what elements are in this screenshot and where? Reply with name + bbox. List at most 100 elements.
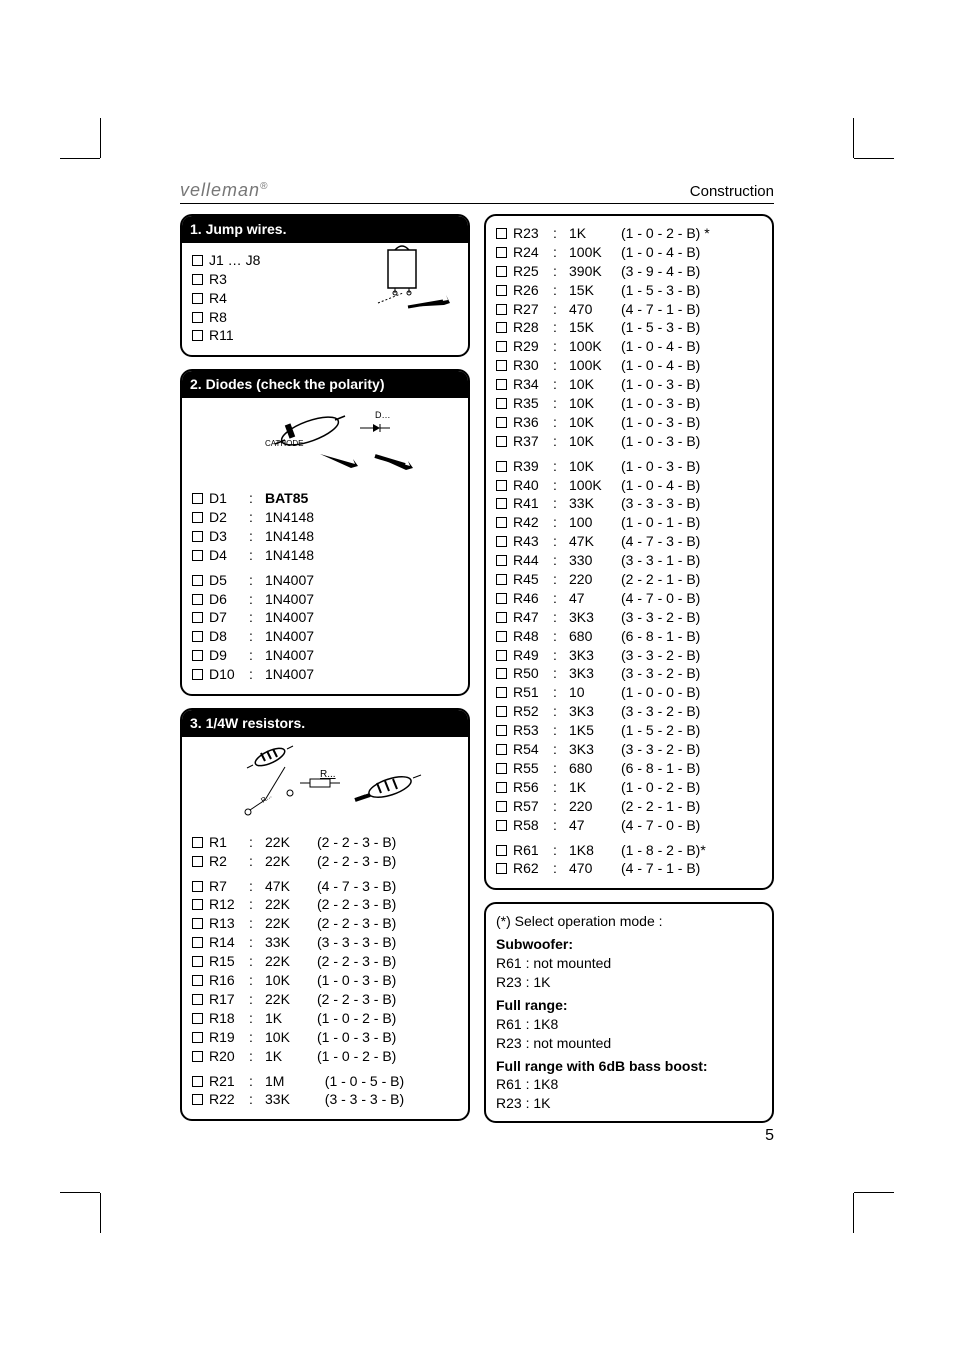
- item-ref: R18: [209, 1009, 243, 1028]
- list-item: R25:390K(3 - 9 - 4 - B): [496, 262, 762, 281]
- list-item: R39:10K(1 - 0 - 3 - B): [496, 457, 762, 476]
- checkbox-icon: [496, 845, 507, 856]
- checkbox-icon: [496, 820, 507, 831]
- checkbox-icon: [192, 856, 203, 867]
- item-ref: R45: [513, 570, 547, 589]
- item-value: 10K: [569, 413, 615, 432]
- item-ref: R17: [209, 990, 243, 1009]
- item-code: (2 - 2 - 3 - B): [317, 914, 396, 933]
- item-value: 22K: [265, 952, 311, 971]
- item-code: (1 - 8 - 2 - B)*: [621, 841, 706, 860]
- checkbox-icon: [192, 918, 203, 929]
- item-code: (4 - 7 - 3 - B): [317, 877, 396, 896]
- item-value: 3K3: [569, 740, 615, 759]
- list-item: R54:3K3(3 - 3 - 2 - B): [496, 740, 762, 759]
- item-ref: R27: [513, 300, 547, 319]
- item-code: (1 - 0 - 2 - B): [621, 778, 700, 797]
- checkbox-icon: [192, 881, 203, 892]
- item-ref: R57: [513, 797, 547, 816]
- item-value: 1N4007: [265, 665, 314, 684]
- item-ref: R44: [513, 551, 547, 570]
- item-ref: R62: [513, 859, 547, 878]
- item-value: 1K8: [569, 841, 615, 860]
- list-item: D10:1N4007: [192, 665, 458, 684]
- list-item: R1:22K(2 - 2 - 3 - B): [192, 833, 458, 852]
- resistor-illustration: R... R...: [192, 745, 458, 825]
- item-ref: R47: [513, 608, 547, 627]
- checkbox-icon: [192, 1094, 203, 1105]
- item-value: 1K: [569, 224, 615, 243]
- item-value: 1K: [265, 1009, 311, 1028]
- note-full-l2: R23 : not mounted: [496, 1034, 762, 1053]
- list-item: D2:1N4148: [192, 508, 458, 527]
- list-item: R16:10K(1 - 0 - 3 - B): [192, 971, 458, 990]
- list-item: D6:1N4007: [192, 590, 458, 609]
- note-full-l1: R61 : 1K8: [496, 1015, 762, 1034]
- item-ref: R54: [513, 740, 547, 759]
- checkbox-icon: [496, 247, 507, 258]
- checkbox-icon: [496, 782, 507, 793]
- checkbox-icon: [496, 304, 507, 315]
- item-value: 1N4007: [265, 590, 314, 609]
- checkbox-icon: [192, 899, 203, 910]
- item-value: 330: [569, 551, 615, 570]
- list-item: R14:33K(3 - 3 - 3 - B): [192, 933, 458, 952]
- item-value: 47K: [569, 532, 615, 551]
- list-item: R29:100K(1 - 0 - 4 - B): [496, 337, 762, 356]
- item-ref: D2: [209, 508, 243, 527]
- item-ref: R48: [513, 627, 547, 646]
- item-ref: R49: [513, 646, 547, 665]
- item-ref: R14: [209, 933, 243, 952]
- item-code: (6 - 8 - 1 - B): [621, 627, 700, 646]
- item-ref: R36: [513, 413, 547, 432]
- diode-list: D1:BAT85D2:1N4148D3:1N4148D4:1N4148D5:1N…: [192, 489, 458, 684]
- diode-illustration: D… CATHODE: [192, 406, 458, 481]
- resistor-label-r: R...: [320, 769, 336, 780]
- checkbox-icon: [496, 555, 507, 566]
- checkbox-icon: [496, 801, 507, 812]
- checkbox-icon: [496, 436, 507, 447]
- item-value: 22K: [265, 990, 311, 1009]
- item-value: 1K: [265, 1047, 311, 1066]
- item-code: (1 - 5 - 3 - B): [621, 281, 700, 300]
- item-code: (3 - 3 - 2 - B): [621, 608, 700, 627]
- item-code: (3 - 3 - 2 - B): [621, 702, 700, 721]
- item-value: 100K: [569, 337, 615, 356]
- list-item: R12:22K(2 - 2 - 3 - B): [192, 895, 458, 914]
- item-code: (1 - 0 - 4 - B): [621, 243, 700, 262]
- checkbox-icon: [496, 668, 507, 679]
- list-item: R61:1K8(1 - 8 - 2 - B)*: [496, 841, 762, 860]
- list-item: R45:220(2 - 2 - 1 - B): [496, 570, 762, 589]
- resistor-list-right: R23:1K(1 - 0 - 2 - B) *R24:100K(1 - 0 - …: [496, 224, 762, 878]
- checkbox-icon: [192, 669, 203, 680]
- checkbox-icon: [192, 1051, 203, 1062]
- checkbox-icon: [192, 550, 203, 561]
- item-value: 1N4007: [265, 608, 314, 627]
- item-value: 47K: [265, 877, 311, 896]
- item-value: 15K: [569, 281, 615, 300]
- item-value: 10K: [569, 394, 615, 413]
- checkbox-icon: [192, 1076, 203, 1087]
- list-item: R44:330(3 - 3 - 1 - B): [496, 551, 762, 570]
- list-item: R48:680(6 - 8 - 1 - B): [496, 627, 762, 646]
- item-code: (2 - 2 - 3 - B): [317, 990, 396, 1009]
- list-item: R37:10K(1 - 0 - 3 - B): [496, 432, 762, 451]
- item-code: (1 - 0 - 2 - B): [317, 1009, 396, 1028]
- item-ref: R19: [209, 1028, 243, 1047]
- item-code: (3 - 3 - 3 - B): [317, 933, 396, 952]
- item-ref: R61: [513, 841, 547, 860]
- item-value: 22K: [265, 852, 311, 871]
- item-code: (4 - 7 - 0 - B): [621, 816, 700, 835]
- checkbox-icon: [496, 285, 507, 296]
- list-item: R19:10K(1 - 0 - 3 - B): [192, 1028, 458, 1047]
- checkbox-icon: [496, 593, 507, 604]
- item-ref: R46: [513, 589, 547, 608]
- list-item: R27:470(4 - 7 - 1 - B): [496, 300, 762, 319]
- list-item: R52:3K3(3 - 3 - 2 - B): [496, 702, 762, 721]
- checkbox-icon: [192, 293, 203, 304]
- page-number: 5: [180, 1127, 774, 1145]
- checkbox-icon: [192, 594, 203, 605]
- checkbox-icon: [496, 322, 507, 333]
- list-item: R2:22K(2 - 2 - 3 - B): [192, 852, 458, 871]
- checkbox-icon: [496, 631, 507, 642]
